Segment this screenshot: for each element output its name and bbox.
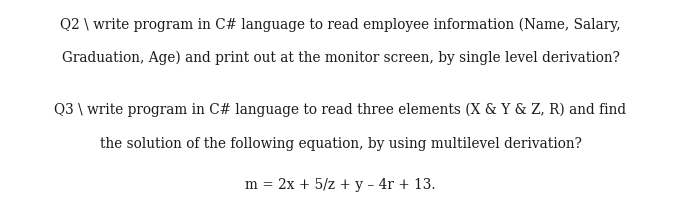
Text: Graduation, Age) and print out at the monitor screen, by single level derivation: Graduation, Age) and print out at the mo…: [61, 51, 620, 66]
Text: Q2 \ write program in C# language to read employee information (Name, Salary,: Q2 \ write program in C# language to rea…: [60, 18, 621, 32]
Text: m = 2x + 5/z + y – 4r + 13.: m = 2x + 5/z + y – 4r + 13.: [245, 178, 436, 192]
Text: the solution of the following equation, by using multilevel derivation?: the solution of the following equation, …: [99, 136, 582, 151]
Text: Q3 \ write program in C# language to read three elements (X & Y & Z, R) and find: Q3 \ write program in C# language to rea…: [54, 103, 627, 118]
